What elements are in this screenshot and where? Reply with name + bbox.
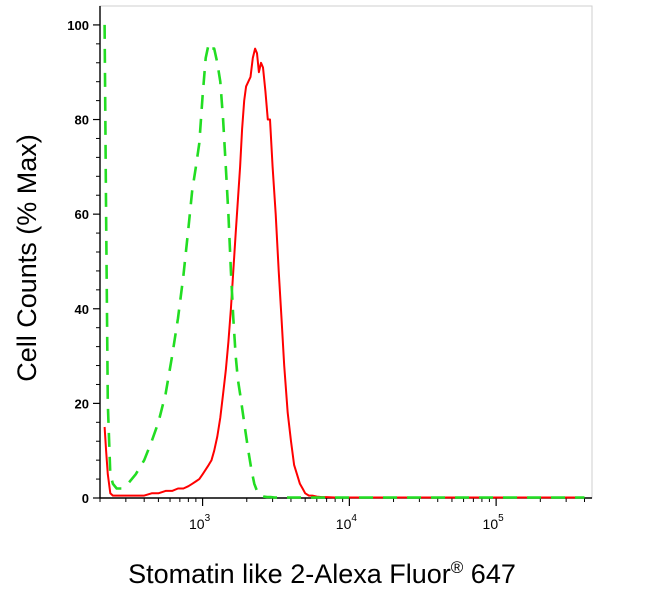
y-tick-label: 20 bbox=[75, 396, 89, 411]
x-axis-label: Stomatin like 2-Alexa Fluor® 647 bbox=[128, 558, 516, 589]
x-tick-label: 105 bbox=[483, 513, 505, 532]
x-tick-label: 103 bbox=[189, 513, 211, 532]
y-tick-label: 0 bbox=[82, 491, 89, 506]
y-axis-label: Cell Counts (% Max) bbox=[12, 134, 42, 382]
y-tick-label: 40 bbox=[75, 302, 89, 317]
y-tick-label: 100 bbox=[67, 18, 89, 33]
y-tick-label: 60 bbox=[75, 207, 89, 222]
x-axis-label-registered: ® bbox=[451, 558, 464, 577]
solid-red-series-line bbox=[103, 47, 585, 499]
x-axis-label-main: Stomatin like 2-Alexa Fluor bbox=[128, 559, 451, 589]
y-tick-label: 80 bbox=[75, 113, 89, 128]
x-axis-ticks: 103 104 105 bbox=[99, 498, 585, 532]
x-tick-label: 104 bbox=[336, 513, 358, 532]
x-axis-label-tail: 647 bbox=[463, 559, 516, 589]
plot-frame bbox=[99, 5, 593, 499]
plot-area-border bbox=[99, 5, 593, 499]
series-layer bbox=[103, 24, 585, 499]
dashed-green-series-line bbox=[103, 24, 585, 499]
y-axis-ticks: 0 20 40 60 80 100 bbox=[67, 18, 100, 506]
